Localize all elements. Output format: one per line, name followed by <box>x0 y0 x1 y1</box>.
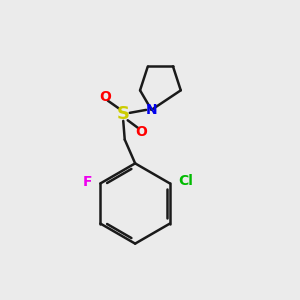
Text: F: F <box>83 175 93 189</box>
Text: O: O <box>135 124 147 139</box>
Text: O: O <box>99 90 111 104</box>
Text: N: N <box>146 103 157 117</box>
Text: S: S <box>117 105 130 123</box>
Text: Cl: Cl <box>178 174 193 188</box>
